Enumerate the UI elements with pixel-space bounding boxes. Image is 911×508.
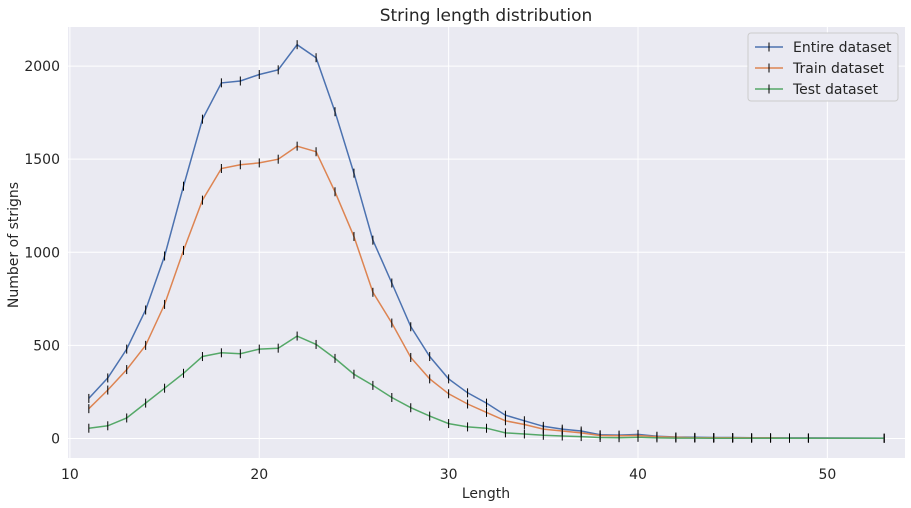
x-tick-label: 10 — [61, 467, 79, 483]
x-tick-label: 30 — [440, 467, 458, 483]
x-axis-label: Length — [462, 486, 510, 502]
y-axis: 0 500 1000 1500 2000 — [24, 59, 60, 447]
y-tick-label: 0 — [51, 431, 60, 447]
y-tick-label: 1500 — [24, 152, 60, 168]
y-tick-label: 1000 — [24, 245, 60, 261]
x-tick-label: 40 — [629, 467, 647, 483]
legend-box — [747, 32, 899, 102]
series-2 — [88, 331, 885, 443]
series-layer — [88, 40, 885, 443]
x-tick-label: 50 — [818, 467, 836, 483]
y-tick-label: 2000 — [24, 59, 60, 75]
series-line — [88, 335, 885, 440]
legend-label: Entire dataset — [793, 40, 892, 56]
x-axis: 10 20 30 40 50 — [61, 467, 836, 483]
chart-title: String length distribution — [380, 6, 593, 26]
y-tick-label: 500 — [33, 338, 60, 354]
y-axis-label: Number of strigns — [6, 182, 22, 308]
legend-label: Test dataset — [792, 82, 878, 98]
legend-label: Train dataset — [792, 61, 884, 77]
legend: Entire dataset Train dataset Test dataset — [747, 32, 899, 102]
x-tick-label: 20 — [250, 467, 268, 483]
